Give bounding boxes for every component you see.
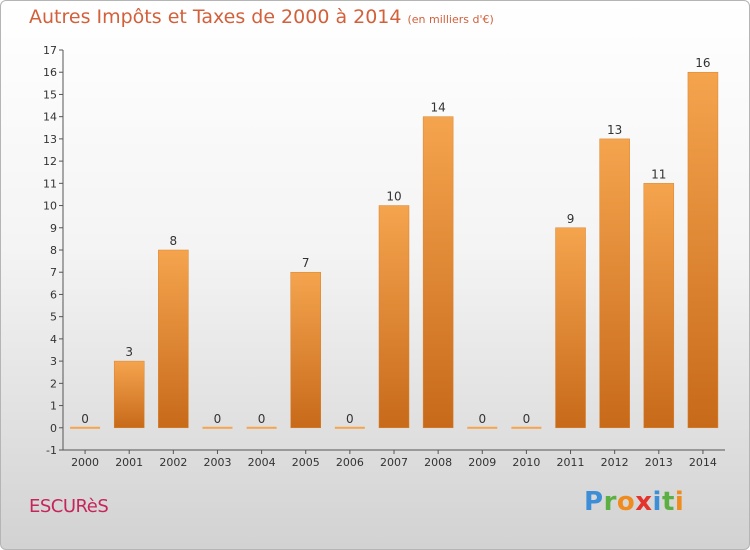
town-name: ESCURèS xyxy=(29,496,109,517)
chart-subtitle: (en milliers d'€) xyxy=(407,13,494,26)
y-tick-label: 17 xyxy=(43,44,57,57)
logo-letter: o xyxy=(616,487,636,517)
chart-title: Autres Impôts et Taxes de 2000 à 2014 (en… xyxy=(29,6,494,28)
logo-letter: i xyxy=(674,487,685,517)
y-tick-label: 4 xyxy=(50,333,57,346)
data-label: 0 xyxy=(346,412,354,426)
x-tick-label: 2010 xyxy=(512,456,540,469)
y-tick-label: 1 xyxy=(50,400,57,413)
data-label: 9 xyxy=(567,212,575,226)
y-tick-label: 10 xyxy=(43,200,57,213)
bar xyxy=(290,271,321,429)
bars xyxy=(70,71,719,429)
x-tick-label: 2007 xyxy=(380,456,408,469)
chart-title-text: Autres Impôts et Taxes de 2000 à 2014 xyxy=(29,6,402,28)
data-label: 13 xyxy=(607,123,622,137)
y-tick-label: 14 xyxy=(43,111,57,124)
labels: 0 3 8 0 0 7 0 10 14 0 0 9 13 11 16 xyxy=(81,56,710,426)
logo-letter: P xyxy=(584,487,604,517)
data-label: 3 xyxy=(125,345,133,359)
y-tick-label: 12 xyxy=(43,155,57,168)
y-tick-label: 7 xyxy=(50,266,57,279)
bar xyxy=(202,426,233,429)
y-tick-label: 3 xyxy=(50,355,57,368)
data-label: 10 xyxy=(386,190,401,204)
data-label: 11 xyxy=(651,167,666,181)
bar xyxy=(378,205,410,429)
x-tick-label: 2011 xyxy=(557,456,585,469)
bar xyxy=(643,183,675,429)
y-tick-label: 9 xyxy=(50,222,57,235)
y-tick-label: 15 xyxy=(43,88,57,101)
y-tick-label: 13 xyxy=(43,133,57,146)
bar xyxy=(158,249,189,429)
x-tick-label: 2003 xyxy=(203,456,231,469)
y-tick-label: 11 xyxy=(43,177,57,190)
x-tick-label: 2000 xyxy=(71,456,99,469)
bar xyxy=(422,116,454,429)
data-label: 0 xyxy=(478,412,486,426)
logo-letter: t xyxy=(661,487,675,517)
y-tick-label: 8 xyxy=(50,244,57,257)
logo-letter: i xyxy=(652,487,662,517)
x-tick-label: 2006 xyxy=(336,456,364,469)
data-label: 7 xyxy=(302,256,310,270)
bar xyxy=(555,227,586,429)
y-tick-label: 6 xyxy=(50,288,57,301)
y-tick-label: -1 xyxy=(46,444,57,457)
bar xyxy=(687,71,719,429)
data-label: 0 xyxy=(523,412,531,426)
data-label: 16 xyxy=(695,56,710,70)
data-label: 14 xyxy=(430,101,445,115)
data-label: 0 xyxy=(81,412,89,426)
bar xyxy=(334,426,365,429)
proxiti-logo[interactable]: Proxiti xyxy=(584,487,684,517)
y-tick-label: 2 xyxy=(50,377,57,390)
x-tick-label: 2008 xyxy=(424,456,452,469)
bar xyxy=(467,426,498,429)
logo-letter: x xyxy=(635,487,653,517)
x-tick-label: 2013 xyxy=(645,456,673,469)
logo-letter: r xyxy=(603,487,617,517)
x-tick-label: 2009 xyxy=(468,456,496,469)
x-tick-label: 2001 xyxy=(115,456,143,469)
data-label: 0 xyxy=(258,412,266,426)
x-tick-label: 2002 xyxy=(159,456,187,469)
y-tick-label: 0 xyxy=(50,422,57,435)
data-label: 0 xyxy=(214,412,222,426)
bar xyxy=(113,360,145,429)
bar xyxy=(70,426,101,429)
y-tick-label: 16 xyxy=(43,66,57,79)
x-tick-label: 2005 xyxy=(292,456,320,469)
bar xyxy=(511,426,542,429)
y-tick-label: 5 xyxy=(50,311,57,324)
x-tick-label: 2012 xyxy=(601,456,629,469)
x-tick-label: 2004 xyxy=(248,456,276,469)
bar xyxy=(599,138,630,429)
x-tick-label: 2014 xyxy=(689,456,717,469)
data-label: 8 xyxy=(170,234,178,248)
bar xyxy=(246,426,277,429)
